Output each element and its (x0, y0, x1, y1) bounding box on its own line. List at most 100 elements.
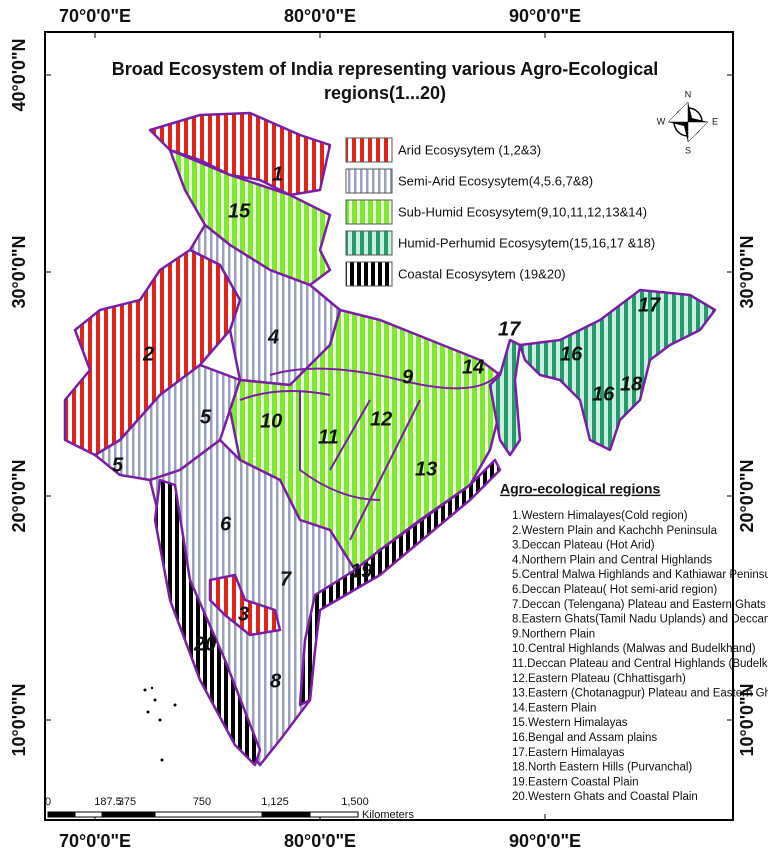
region-number: 10 (260, 410, 282, 432)
region-number: 7 (280, 568, 292, 590)
title-line: regions(1...20) (324, 83, 446, 103)
legend-label: Arid Ecosysytem (1,2&3) (398, 142, 541, 157)
scale-segment (154, 811, 263, 818)
legend-swatch (345, 137, 393, 163)
region-item: 13.Eastern (Chotanagpur) Plateau and Eas… (512, 688, 768, 700)
region-item: 15.Western Himalayas (512, 717, 628, 729)
region-item: 5.Central Malwa Highlands and Kathiawar … (512, 569, 768, 581)
region-item: 8.Eastern Ghats(Tamil Nadu Uplands) and … (512, 614, 768, 626)
region-item: 17.Eastern Himalayas (512, 747, 625, 759)
region-humid (488, 338, 522, 457)
region-item: 2.Western Plain and Kachchh Peninsula (512, 525, 718, 537)
lat-label-left: 10°0'0"N (9, 683, 29, 756)
region-item: 18.North Eastern Hills (Purvanchal) (512, 762, 692, 774)
legend-label: Semi-Arid Ecosysytem(4,5.6,7&8) (398, 173, 593, 188)
lat-label-left: 20°0'0"N (9, 459, 29, 532)
overlay: 70°0'0"E 80°0'0"E 90°0'0"E 70°0'0"E 80°0'0"E… (9, 6, 768, 851)
lat-label-right: 30°0'0"N (737, 235, 757, 308)
region-item: 20.Western Ghats and Coastal Plain (512, 791, 698, 803)
islands (143, 686, 177, 762)
scale-segment (309, 811, 359, 818)
lon-label-bottom: 80°0'0"E (284, 831, 356, 851)
region-arid (148, 111, 332, 197)
region-item: 10.Central Highlands (Malwas and Budelkh… (512, 643, 756, 655)
map-regions (63, 111, 717, 767)
region-item: 4.Northern Plain and Central Highlands (512, 554, 712, 566)
region-number: 15 (228, 200, 251, 222)
region-arid (208, 573, 282, 637)
region-item: 19.Eastern Coastal Plain (512, 776, 639, 788)
lon-label-top: 90°0'0"E (509, 6, 581, 26)
scale-tick: 1,500 (341, 796, 369, 808)
region-number: 17 (638, 294, 661, 316)
region-item: 1.Western Himalayes(Cold region) (512, 510, 688, 522)
region-sub-humid (168, 148, 332, 287)
scale-segment (47, 811, 76, 818)
scale-segment (101, 811, 156, 818)
legend-swatch (345, 168, 393, 194)
compass-e: E (712, 116, 718, 126)
scale-tick: 0 (45, 796, 51, 808)
region-coastal (298, 458, 502, 707)
region-number: 11 (318, 426, 339, 448)
region-number: 1 (272, 163, 283, 185)
region-humid (518, 288, 717, 452)
region-number: 16 (560, 343, 583, 365)
region-number: 5 (200, 406, 212, 428)
scale-segment (74, 811, 103, 818)
region-item: 14.Eastern Plain (512, 702, 596, 714)
scale-tick: 187.5 (94, 796, 122, 808)
region-item: 7.Deccan (Telengana) Plateau and Eastern… (512, 599, 766, 611)
region-number: 14 (462, 356, 484, 378)
region-item: 3.Deccan Plateau (Hot Arid) (512, 540, 655, 552)
compass: N S E W (657, 89, 718, 155)
scale-unit: Kilometers (362, 809, 414, 821)
region-number: 20 (193, 633, 216, 655)
compass-w: W (657, 116, 666, 126)
region-number: 19 (350, 560, 373, 582)
lon-label-bottom: 90°0'0"E (509, 831, 581, 851)
lon-label-bottom: 70°0'0"E (59, 831, 131, 851)
region-item: 16.Bengal and Assam plains (512, 732, 657, 744)
legend-swatch (345, 230, 393, 256)
legend-label: Sub-Humid Ecosysytem(9,10,11,12,13&14) (398, 204, 647, 219)
compass-s: S (685, 145, 691, 155)
region-number: 13 (415, 458, 437, 480)
region-item: 12.Eastern Plateau (Chhattisgarh) (512, 673, 686, 685)
title-line: Broad Ecosystem of India representing va… (112, 59, 658, 79)
region-number: 17 (498, 318, 521, 340)
lat-label-left: 40°0'0"N (9, 38, 29, 111)
scale-tick: 1,125 (261, 796, 289, 808)
region-arid (63, 248, 242, 457)
legend-swatch (345, 261, 393, 287)
scale-segment (261, 811, 311, 818)
region-number: 16 (592, 383, 615, 405)
legend-label: Humid-Perhumid Ecosysytem(15,16,17 &18) (398, 235, 655, 250)
lat-label-right: 20°0'0"N (737, 459, 757, 532)
region-borders (239, 367, 501, 541)
region-number: 3 (238, 603, 249, 625)
region-number: 2 (142, 343, 154, 365)
region-item: 11.Deccan Plateau and Central Highlands … (512, 658, 768, 670)
region-number: 12 (370, 408, 392, 430)
region-item: 6.Deccan Plateau( Hot semi-arid region) (512, 584, 717, 596)
region-coastal (153, 478, 262, 767)
region-number: 6 (220, 513, 232, 535)
compass-n: N (685, 89, 692, 99)
lon-label-top: 70°0'0"E (59, 6, 131, 26)
legend-label: Coastal Ecosysytem (19&20) (398, 266, 566, 281)
region-number: 18 (620, 373, 643, 395)
lon-label-top: 80°0'0"E (284, 6, 356, 26)
region-item: 9.Northern Plain (512, 628, 595, 640)
scale-tick: 750 (193, 796, 211, 808)
region-number: 5 (112, 454, 124, 476)
legend-swatch (345, 199, 393, 225)
region-number: 8 (270, 670, 282, 692)
lat-label-left: 30°0'0"N (9, 235, 29, 308)
region-number: 4 (267, 326, 279, 348)
scale-tick: 375 (118, 796, 136, 808)
map-labels: 1 15 2 4 9 14 17 16 17 18 16 5 10 11 12 … (112, 163, 661, 692)
lat-label-right: 10°0'0"N (737, 683, 757, 756)
regions-heading: Agro-ecological regions (500, 481, 660, 497)
